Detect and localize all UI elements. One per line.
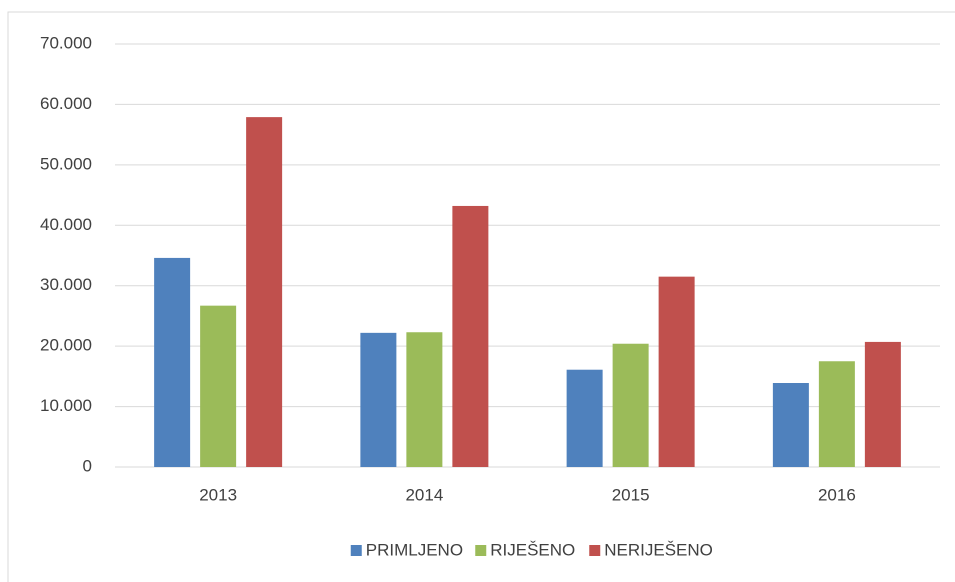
- x-tick-label: 2014: [405, 485, 443, 504]
- bar: [200, 305, 237, 467]
- bar: [818, 361, 855, 467]
- bar: [452, 205, 489, 467]
- bar: [246, 117, 283, 468]
- legend-label: PRIMLJENO: [366, 540, 463, 559]
- y-tick-label: 60.000: [40, 94, 92, 113]
- legend-label: RIJEŠENO: [490, 540, 575, 559]
- y-tick-label: 30.000: [40, 275, 92, 294]
- legend-swatch: [475, 545, 487, 556]
- chart-border: [7, 11, 955, 582]
- y-tick-label: 0: [83, 456, 92, 475]
- x-tick-label: 2013: [199, 485, 237, 504]
- bar: [772, 383, 809, 467]
- legend-swatch: [350, 545, 362, 556]
- bar: [406, 332, 443, 467]
- y-tick-label: 10.000: [40, 396, 92, 415]
- bar: [360, 332, 397, 467]
- bar: [154, 257, 191, 467]
- bar: [612, 343, 649, 467]
- bar: [864, 341, 901, 467]
- y-tick-label: 50.000: [40, 154, 92, 173]
- bar: [566, 369, 603, 467]
- bar: [658, 276, 695, 467]
- y-tick-label: 40.000: [40, 215, 92, 234]
- y-tick-label: 20.000: [40, 336, 92, 355]
- legend-label: NERIJEŠENO: [604, 540, 713, 559]
- x-tick-label: 2016: [818, 485, 856, 504]
- legend-swatch: [589, 545, 601, 556]
- x-tick-label: 2015: [612, 485, 650, 504]
- y-tick-label: 70.000: [40, 33, 92, 52]
